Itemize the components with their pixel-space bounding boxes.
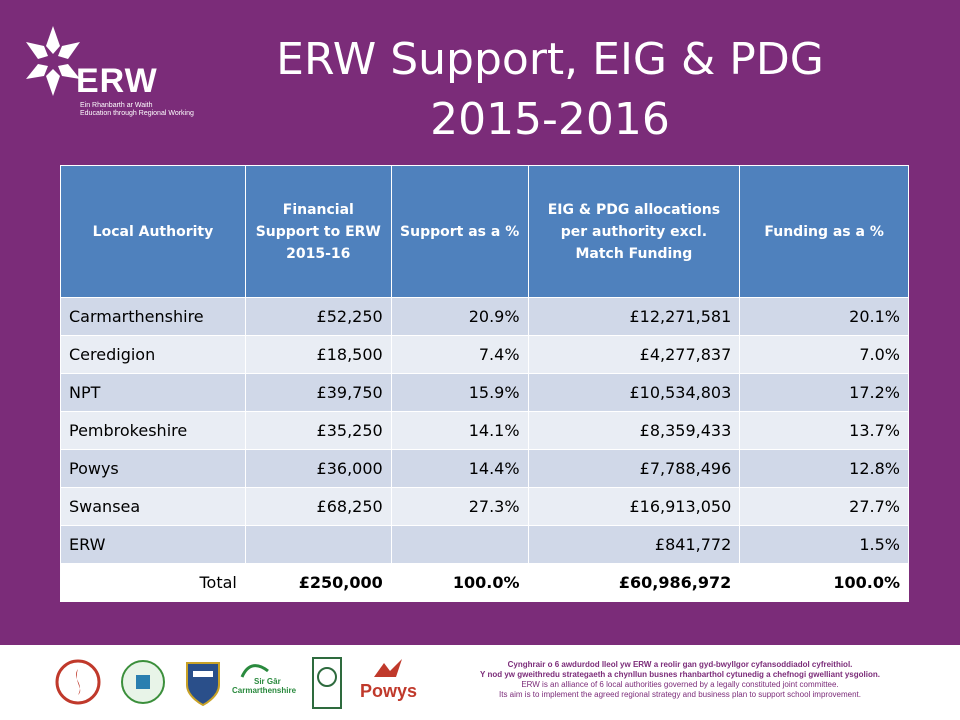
cell-allocation: £841,772	[527, 525, 741, 564]
cell-allocation: £8,359,433	[527, 411, 741, 450]
cell-funding-pct: 17.2%	[739, 373, 909, 412]
table-row: Ceredigion £18,500 7.4% £4,277,837 7.0%	[60, 335, 909, 374]
footer-welsh-line-2: Y nod yw gweithredu strategaeth a chynll…	[480, 670, 880, 679]
cell-support: £39,750	[244, 373, 392, 412]
cell-authority: Swansea	[60, 487, 246, 526]
funding-table: Local Authority Financial Support to ERW…	[60, 165, 909, 602]
cell-support: £18,500	[244, 335, 392, 374]
carmarthenshire-label: Carmarthenshire	[232, 686, 297, 695]
cell-authority: Carmarthenshire	[60, 297, 246, 336]
header-support-pct: Support as a %	[390, 165, 529, 298]
swansea-crest-icon	[55, 659, 101, 705]
pembrokeshire-shield-icon	[186, 662, 220, 707]
header-funding-pct: Funding as a %	[739, 165, 909, 298]
cell-support-pct: 27.3%	[390, 487, 529, 526]
cell-allocation: £12,271,581	[527, 297, 741, 336]
footer-english-line-2: Its aim is to implement the agreed regio…	[499, 690, 861, 699]
header-local-authority: Local Authority	[60, 165, 246, 298]
cell-support: £36,000	[244, 449, 392, 488]
cell-support: £35,250	[244, 411, 392, 450]
cell-allocation: £16,913,050	[527, 487, 741, 526]
table-row: Powys £36,000 14.4% £7,788,496 12.8%	[60, 449, 909, 488]
table-row: Swansea £68,250 27.3% £16,913,050 27.7%	[60, 487, 909, 526]
carmarthenshire-logo-icon	[240, 664, 269, 678]
cell-funding-pct: 20.1%	[739, 297, 909, 336]
cell-allocation: £4,277,837	[527, 335, 741, 374]
cell-authority: ERW	[60, 525, 246, 564]
table-header-row: Local Authority Financial Support to ERW…	[60, 165, 909, 298]
cell-allocation: £10,534,803	[527, 373, 741, 412]
ceredigion-crest-icon	[312, 657, 342, 709]
logo-tagline-english: Education through Regional Working	[80, 110, 194, 117]
cell-support-pct: 20.9%	[390, 297, 529, 336]
table-total-row: Total £250,000 100.0% £60,986,972 100.0%	[60, 563, 909, 602]
table-row: ERW £841,772 1.5%	[60, 525, 909, 564]
cell-total-funding-pct: 100.0%	[739, 563, 909, 602]
table-row: Pembrokeshire £35,250 14.1% £8,359,433 1…	[60, 411, 909, 450]
title-line-2: 2015-2016	[430, 94, 670, 145]
cell-authority: Powys	[60, 449, 246, 488]
powys-bird-icon	[374, 659, 402, 677]
cell-total-support-pct: 100.0%	[390, 563, 529, 602]
cell-support-pct: 15.9%	[390, 373, 529, 412]
logo-tagline-welsh: Ein Rhanbarth ar Waith	[80, 102, 153, 109]
footer-english-line-1: ERW is an alliance of 6 local authoritie…	[521, 680, 839, 689]
sirgar-label: Sir Gâr	[254, 677, 281, 686]
npt-crest-icon	[121, 660, 165, 704]
cell-funding-pct: 7.0%	[739, 335, 909, 374]
cell-total-allocation: £60,986,972	[527, 563, 741, 602]
title-line-1: ERW Support, EIG & PDG	[276, 34, 824, 85]
page-title: ERW Support, EIG & PDG 2015-2016	[250, 30, 850, 150]
cell-support-pct: 14.1%	[390, 411, 529, 450]
logo-wordmark: ERW	[76, 62, 158, 100]
cell-funding-pct: 12.8%	[739, 449, 909, 488]
cell-allocation: £7,788,496	[527, 449, 741, 488]
cell-total-label: Total	[60, 563, 246, 602]
erw-logo: ERW Ein Rhanbarth ar Waith Education thr…	[18, 24, 218, 124]
header-eig-pdg-allocations: EIG & PDG allocations per authority excl…	[527, 165, 741, 298]
cell-support-pct: 7.4%	[390, 335, 529, 374]
cell-authority: NPT	[60, 373, 246, 412]
cell-support	[244, 525, 392, 564]
cell-support: £68,250	[244, 487, 392, 526]
cell-authority: Pembrokeshire	[60, 411, 246, 450]
cell-funding-pct: 27.7%	[739, 487, 909, 526]
cell-funding-pct: 13.7%	[739, 411, 909, 450]
powys-logo-text: Powys	[360, 681, 418, 701]
footer-welsh-line-1: Cynghrair o 6 awdurdod lleol yw ERW a re…	[507, 660, 853, 669]
cell-funding-pct: 1.5%	[739, 525, 909, 564]
table-row: NPT £39,750 15.9% £10,534,803 17.2%	[60, 373, 909, 412]
cell-authority: Ceredigion	[60, 335, 246, 374]
table-row: Carmarthenshire £52,250 20.9% £12,271,58…	[60, 297, 909, 336]
cell-support-pct	[390, 525, 529, 564]
cell-support-pct: 14.4%	[390, 449, 529, 488]
cell-support: £52,250	[244, 297, 392, 336]
header-financial-support: Financial Support to ERW 2015-16	[244, 165, 392, 298]
cell-total-support: £250,000	[244, 563, 392, 602]
carmarthenshire-logo-text: Sir Gâr Carmarthenshire	[232, 677, 296, 695]
footer-bar: Sir Gâr Carmarthenshire Powys Cynghrair …	[0, 645, 960, 720]
snowflake-star-icon	[26, 26, 80, 96]
footer-text: Cynghrair o 6 awdurdod lleol yw ERW a re…	[430, 660, 930, 700]
